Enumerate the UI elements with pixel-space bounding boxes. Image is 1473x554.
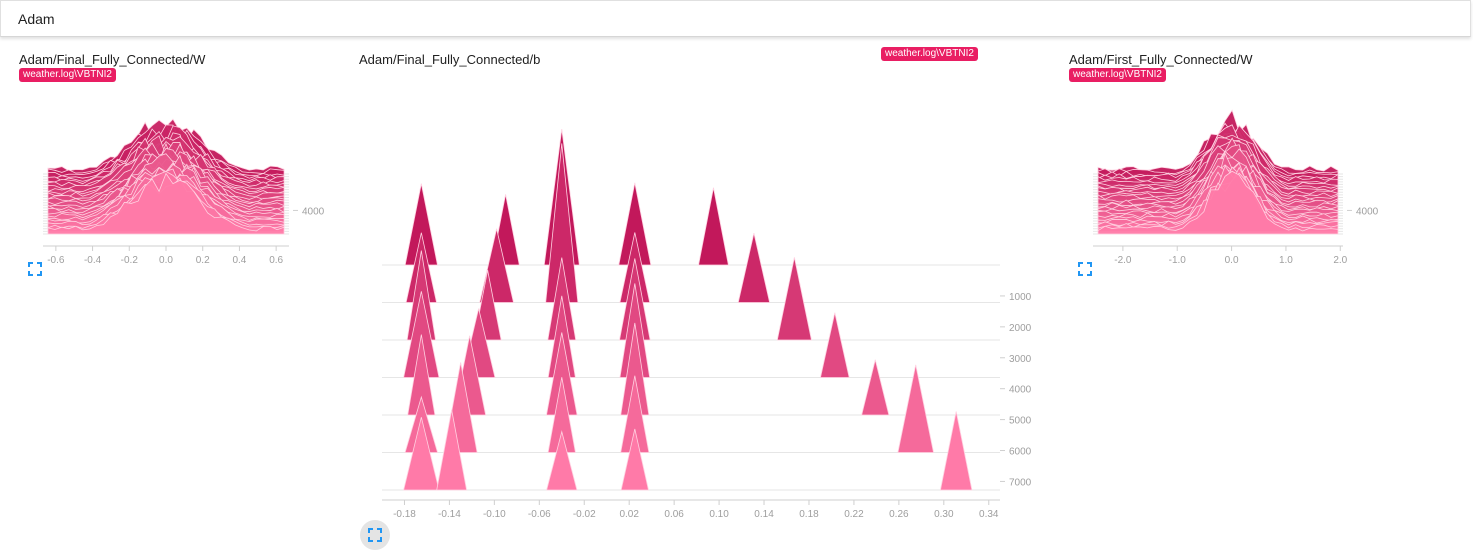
- histogram-chart-final-fc-w: -0.6 -0.4 -0.2 0.0 0.2 0.4 0.6 4000: [43, 118, 325, 266]
- y-tick-label: 4000: [302, 206, 325, 217]
- histogram-card-first-fc-w: Adam/First_Fully_Connected/W weather.log…: [1060, 40, 1400, 290]
- x-tick-label: -0.2: [121, 255, 139, 266]
- x-tick-label: 0.22: [844, 509, 864, 520]
- y-tick-label: 1000: [1009, 292, 1032, 303]
- chart-title: Adam/Final_Fully_Connected/b: [359, 52, 541, 67]
- x-tick-label: 0.34: [979, 509, 999, 520]
- histogram-spike: [546, 430, 578, 491]
- x-tick-label: -1.0: [1169, 255, 1187, 266]
- y-tick-label: 5000: [1009, 416, 1032, 427]
- y-tick-label: 4000: [1356, 206, 1379, 217]
- histogram-spike: [897, 364, 935, 453]
- histogram-slice: [47, 172, 285, 235]
- run-tag-badge: weather.log\VBTNI2: [19, 68, 116, 82]
- x-tick-label: 0.4: [232, 255, 246, 266]
- expand-button-first-fc-w[interactable]: [1070, 254, 1100, 284]
- x-tick-label: -0.18: [393, 509, 416, 520]
- run-tag-badge: weather.log\VBTNI2: [1069, 68, 1166, 82]
- histogram-slice: [1097, 170, 1339, 235]
- section-title: Adam: [18, 11, 55, 27]
- x-tick-label: 0.26: [889, 509, 909, 520]
- x-tick-label: 0.14: [754, 509, 774, 520]
- x-tick-label: -2.0: [1114, 255, 1132, 266]
- x-tick-label: -0.10: [483, 509, 506, 520]
- x-tick-label: -0.4: [84, 255, 102, 266]
- x-tick-label: 0.18: [799, 509, 819, 520]
- expand-button-final-fc-w[interactable]: [20, 254, 50, 284]
- x-tick-label: 2.0: [1333, 255, 1347, 266]
- histogram-spike: [737, 233, 771, 303]
- histogram-spike: [939, 411, 973, 491]
- histogram-spike: [620, 428, 649, 491]
- histogram-card-final-fc-b: Adam/Final_Fully_Connected/b weather.log…: [350, 40, 1010, 540]
- run-tag-badge: weather.log\VBTNI2: [881, 47, 978, 61]
- x-tick-label: 0.0: [1225, 255, 1239, 266]
- x-tick-label: 0.6: [269, 255, 283, 266]
- y-tick-label: 4000: [1009, 385, 1032, 396]
- x-tick-label: 0.02: [619, 509, 639, 520]
- histogram-card-final-fc-w: Adam/Final_Fully_Connected/W weather.log…: [0, 40, 340, 290]
- y-tick-label: 3000: [1009, 354, 1032, 365]
- x-tick-label: -0.02: [573, 509, 596, 520]
- histogram-spike: [403, 417, 440, 491]
- x-tick-label: 0.06: [664, 509, 684, 520]
- section-header[interactable]: Adam: [0, 0, 1471, 37]
- fullscreen-icon: [28, 262, 42, 276]
- chart-title: Adam/Final_Fully_Connected/W: [19, 52, 206, 67]
- x-tick-label: 0.30: [934, 509, 954, 520]
- chart-title: Adam/First_Fully_Connected/W: [1069, 52, 1253, 67]
- y-tick-label: 7000: [1009, 477, 1032, 488]
- x-tick-label: -0.14: [438, 509, 461, 520]
- histogram-chart-final-fc-b: -0.18 -0.14 -0.10 -0.06 -0.02 0.02 0.06 0.10 0.1…: [382, 128, 1032, 520]
- histogram-spike: [776, 257, 812, 341]
- fullscreen-icon: [1078, 262, 1092, 276]
- x-tick-label: -0.6: [47, 255, 65, 266]
- fullscreen-icon: [368, 528, 382, 542]
- x-tick-label: -0.06: [528, 509, 551, 520]
- histogram-spike: [819, 312, 850, 378]
- x-tick-label: 0.2: [196, 255, 210, 266]
- x-tick-label: 0.0: [159, 255, 173, 266]
- x-tick-label: 1.0: [1279, 255, 1293, 266]
- x-tick-label: 0.10: [709, 509, 729, 520]
- y-tick-label: 6000: [1009, 447, 1032, 458]
- histogram-spike: [698, 187, 729, 266]
- histogram-spike: [436, 409, 468, 491]
- histogram-spike: [861, 359, 890, 416]
- expand-button-final-fc-b[interactable]: [360, 520, 390, 550]
- histogram-chart-first-fc-w: -2.0 -1.0 0.0 1.0 2.0 4000: [1093, 109, 1379, 266]
- y-tick-label: 2000: [1009, 323, 1032, 334]
